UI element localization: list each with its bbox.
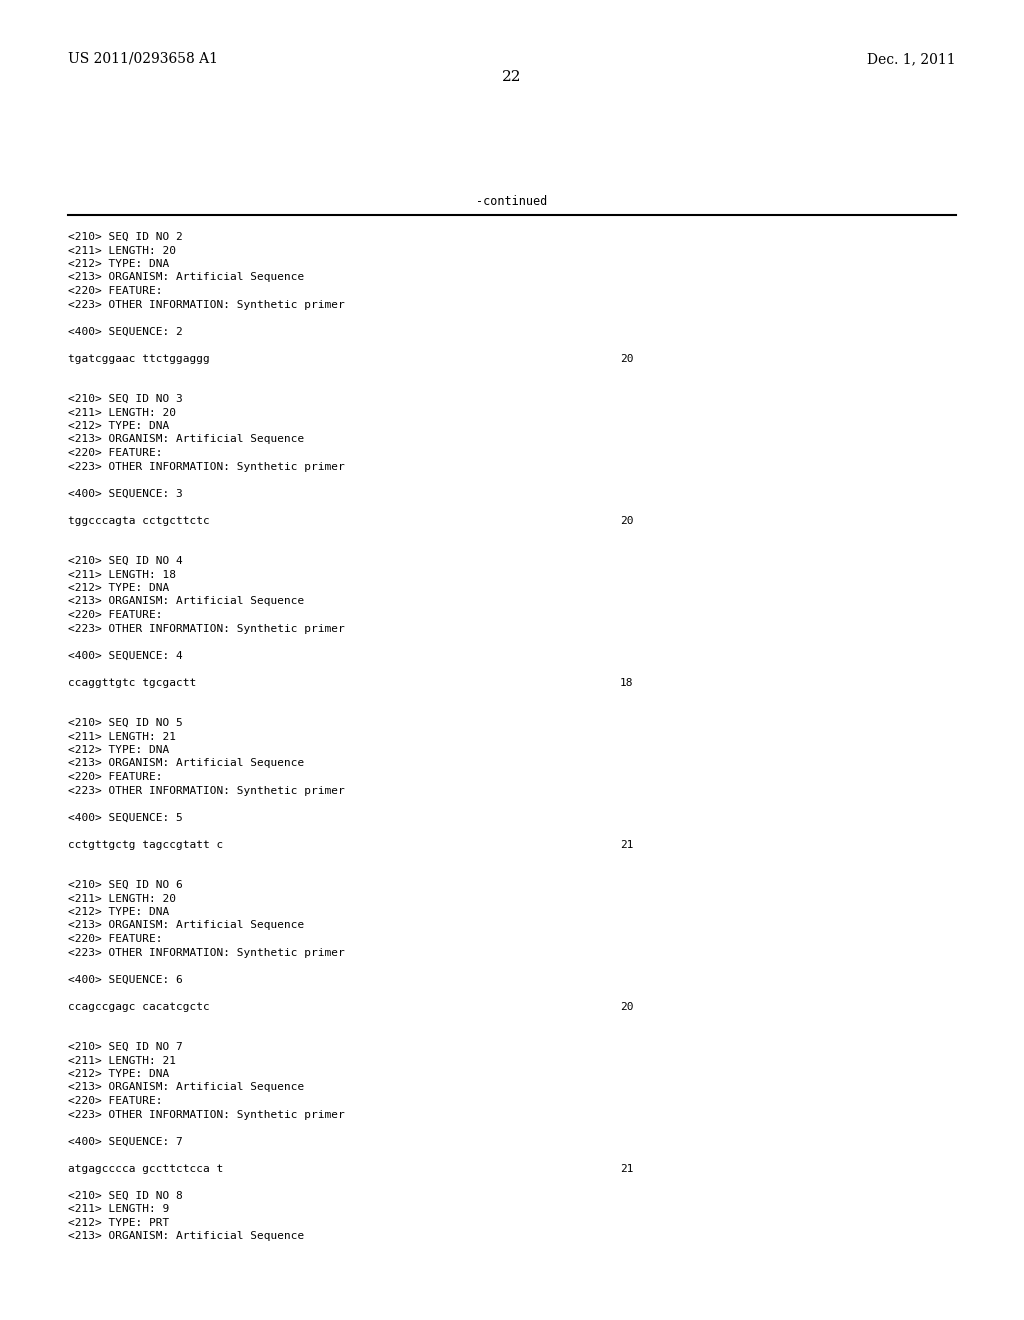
Text: <213> ORGANISM: Artificial Sequence: <213> ORGANISM: Artificial Sequence: [68, 920, 304, 931]
Text: tggcccagta cctgcttctc: tggcccagta cctgcttctc: [68, 516, 210, 525]
Text: 21: 21: [620, 1163, 634, 1173]
Text: <400> SEQUENCE: 4: <400> SEQUENCE: 4: [68, 651, 182, 660]
Text: ccagccgagc cacatcgctc: ccagccgagc cacatcgctc: [68, 1002, 210, 1011]
Text: <213> ORGANISM: Artificial Sequence: <213> ORGANISM: Artificial Sequence: [68, 759, 304, 768]
Text: <223> OTHER INFORMATION: Synthetic primer: <223> OTHER INFORMATION: Synthetic prime…: [68, 948, 345, 957]
Text: 22: 22: [502, 70, 522, 84]
Text: <211> LENGTH: 20: <211> LENGTH: 20: [68, 246, 176, 256]
Text: <213> ORGANISM: Artificial Sequence: <213> ORGANISM: Artificial Sequence: [68, 272, 304, 282]
Text: <220> FEATURE:: <220> FEATURE:: [68, 1096, 163, 1106]
Text: <220> FEATURE:: <220> FEATURE:: [68, 286, 163, 296]
Text: <212> TYPE: PRT: <212> TYPE: PRT: [68, 1217, 169, 1228]
Text: 20: 20: [620, 354, 634, 363]
Text: <210> SEQ ID NO 6: <210> SEQ ID NO 6: [68, 880, 182, 890]
Text: <223> OTHER INFORMATION: Synthetic primer: <223> OTHER INFORMATION: Synthetic prime…: [68, 623, 345, 634]
Text: <210> SEQ ID NO 4: <210> SEQ ID NO 4: [68, 556, 182, 566]
Text: 20: 20: [620, 1002, 634, 1011]
Text: <212> TYPE: DNA: <212> TYPE: DNA: [68, 744, 169, 755]
Text: <400> SEQUENCE: 7: <400> SEQUENCE: 7: [68, 1137, 182, 1147]
Text: <220> FEATURE:: <220> FEATURE:: [68, 772, 163, 781]
Text: 21: 21: [620, 840, 634, 850]
Text: <210> SEQ ID NO 8: <210> SEQ ID NO 8: [68, 1191, 182, 1200]
Text: <220> FEATURE:: <220> FEATURE:: [68, 610, 163, 620]
Text: <400> SEQUENCE: 3: <400> SEQUENCE: 3: [68, 488, 182, 499]
Text: <223> OTHER INFORMATION: Synthetic primer: <223> OTHER INFORMATION: Synthetic prime…: [68, 300, 345, 309]
Text: <211> LENGTH: 20: <211> LENGTH: 20: [68, 408, 176, 417]
Text: <211> LENGTH: 21: <211> LENGTH: 21: [68, 731, 176, 742]
Text: <213> ORGANISM: Artificial Sequence: <213> ORGANISM: Artificial Sequence: [68, 1232, 304, 1241]
Text: <211> LENGTH: 9: <211> LENGTH: 9: [68, 1204, 169, 1214]
Text: <220> FEATURE:: <220> FEATURE:: [68, 447, 163, 458]
Text: <211> LENGTH: 21: <211> LENGTH: 21: [68, 1056, 176, 1065]
Text: 18: 18: [620, 677, 634, 688]
Text: <212> TYPE: DNA: <212> TYPE: DNA: [68, 259, 169, 269]
Text: cctgttgctg tagccgtatt c: cctgttgctg tagccgtatt c: [68, 840, 223, 850]
Text: <400> SEQUENCE: 2: <400> SEQUENCE: 2: [68, 326, 182, 337]
Text: -continued: -continued: [476, 195, 548, 209]
Text: <212> TYPE: DNA: <212> TYPE: DNA: [68, 421, 169, 432]
Text: Dec. 1, 2011: Dec. 1, 2011: [867, 51, 956, 66]
Text: <220> FEATURE:: <220> FEATURE:: [68, 935, 163, 944]
Text: <210> SEQ ID NO 5: <210> SEQ ID NO 5: [68, 718, 182, 729]
Text: <210> SEQ ID NO 3: <210> SEQ ID NO 3: [68, 393, 182, 404]
Text: <213> ORGANISM: Artificial Sequence: <213> ORGANISM: Artificial Sequence: [68, 1082, 304, 1093]
Text: US 2011/0293658 A1: US 2011/0293658 A1: [68, 51, 218, 66]
Text: <223> OTHER INFORMATION: Synthetic primer: <223> OTHER INFORMATION: Synthetic prime…: [68, 785, 345, 796]
Text: <400> SEQUENCE: 6: <400> SEQUENCE: 6: [68, 974, 182, 985]
Text: tgatcggaac ttctggaggg: tgatcggaac ttctggaggg: [68, 354, 210, 363]
Text: <211> LENGTH: 18: <211> LENGTH: 18: [68, 569, 176, 579]
Text: <223> OTHER INFORMATION: Synthetic primer: <223> OTHER INFORMATION: Synthetic prime…: [68, 462, 345, 471]
Text: <211> LENGTH: 20: <211> LENGTH: 20: [68, 894, 176, 903]
Text: <400> SEQUENCE: 5: <400> SEQUENCE: 5: [68, 813, 182, 822]
Text: 20: 20: [620, 516, 634, 525]
Text: <212> TYPE: DNA: <212> TYPE: DNA: [68, 583, 169, 593]
Text: <213> ORGANISM: Artificial Sequence: <213> ORGANISM: Artificial Sequence: [68, 597, 304, 606]
Text: ccaggttgtc tgcgactt: ccaggttgtc tgcgactt: [68, 677, 197, 688]
Text: <213> ORGANISM: Artificial Sequence: <213> ORGANISM: Artificial Sequence: [68, 434, 304, 445]
Text: <210> SEQ ID NO 2: <210> SEQ ID NO 2: [68, 232, 182, 242]
Text: <223> OTHER INFORMATION: Synthetic primer: <223> OTHER INFORMATION: Synthetic prime…: [68, 1110, 345, 1119]
Text: <212> TYPE: DNA: <212> TYPE: DNA: [68, 1069, 169, 1078]
Text: atgagcccca gccttctcca t: atgagcccca gccttctcca t: [68, 1163, 223, 1173]
Text: <212> TYPE: DNA: <212> TYPE: DNA: [68, 907, 169, 917]
Text: <210> SEQ ID NO 7: <210> SEQ ID NO 7: [68, 1041, 182, 1052]
